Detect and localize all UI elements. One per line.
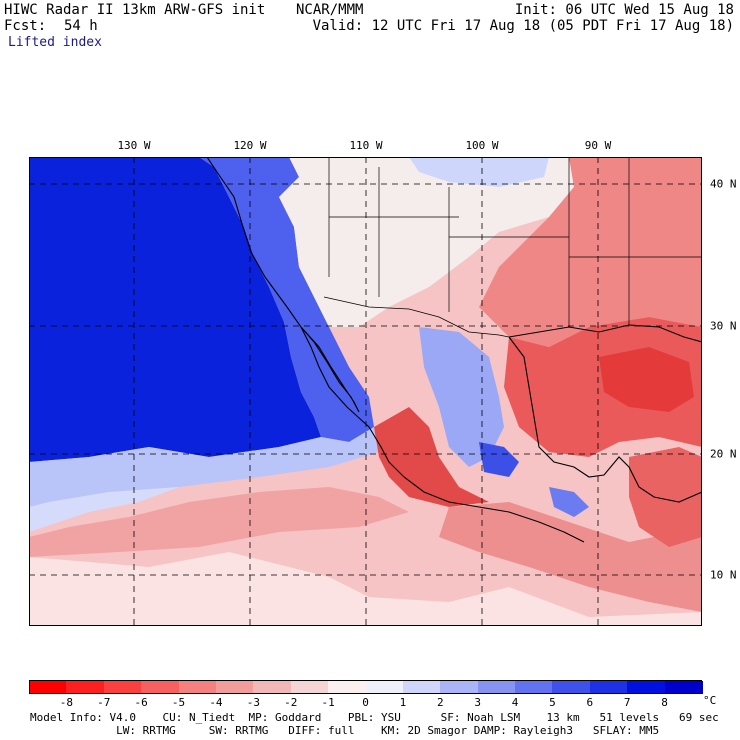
valid-time: Valid: 12 UTC Fri 17 Aug 18 (05 PDT Fri … — [312, 18, 734, 34]
region-gulf-core — [599, 347, 694, 412]
colorbar-cell — [552, 681, 591, 694]
colorbar-cell — [477, 681, 516, 694]
colorbar-label: -5 — [171, 696, 186, 709]
lat-label-20n: 20 N — [710, 447, 737, 461]
lifted-index-map — [29, 157, 702, 626]
field-name: Lifted index — [8, 35, 102, 50]
model-info-line1: Model Info: V4.0 CU: N_Tiedt MP: Goddard… — [30, 711, 719, 724]
lat-label-10n: 10 N — [710, 568, 737, 582]
colorbar-label: 1 — [399, 696, 407, 709]
lat-lon-grid — [29, 157, 702, 626]
init-time: Init: 06 UTC Wed 15 Aug 18 — [514, 2, 734, 18]
forecast-hours: 54 h — [64, 18, 98, 34]
region-central-mexico-blue — [479, 442, 519, 477]
colorbar-label: 4 — [511, 696, 519, 709]
colorbar-cell — [253, 681, 292, 694]
colorbar-label: 0 — [362, 696, 369, 709]
colorbar-label: -7 — [97, 696, 111, 709]
region-light-blue-west — [29, 427, 379, 507]
colorbar-label: -8 — [59, 696, 73, 709]
colorbar-label: -4 — [209, 696, 223, 709]
colorbar-label: -3 — [246, 696, 260, 709]
region-tropical-pacific-red — [29, 487, 409, 557]
political-borders — [323, 157, 702, 338]
colorbar-cell — [66, 681, 105, 694]
region-pacific-stable — [29, 157, 321, 462]
colorbar-label: 6 — [586, 696, 594, 709]
colorbar-label: 7 — [623, 696, 631, 709]
colorbar-cell — [29, 681, 67, 694]
region-us-light-blue — [409, 157, 549, 187]
coastline-baja — [300, 326, 360, 413]
forecast-label: Fcst: — [4, 18, 47, 34]
colorbar-cell — [103, 681, 142, 694]
border-us-mexico — [323, 296, 510, 338]
region-us-near-zero — [279, 157, 574, 327]
lon-label-120w: 120 W — [233, 139, 267, 152]
colorbar-cell — [178, 681, 217, 694]
lat-label-30n: 30 N — [710, 319, 737, 333]
region-coastal-blue — [199, 157, 374, 442]
region-caribbean-red — [629, 447, 702, 547]
lat-label-40n: 40 N — [710, 177, 737, 191]
colorbar-label: 8 — [661, 696, 668, 709]
colorbar-cell — [589, 681, 628, 694]
coastline-us-gulf — [508, 324, 702, 343]
region-near-zero-south — [29, 552, 702, 626]
region-central-america-blue — [549, 487, 589, 517]
colorbar-label: 3 — [474, 696, 481, 709]
colorbar-cell — [290, 681, 329, 694]
coastline-west — [206, 157, 585, 543]
region-west-mexico-unstable — [374, 407, 489, 507]
colorbar-cell — [365, 681, 404, 694]
region-south-red — [439, 502, 702, 612]
region-east-us-unstable — [479, 157, 702, 347]
colorbar-label: 2 — [436, 696, 444, 709]
colorbar-cell — [402, 681, 441, 694]
lon-label-110w: 110 W — [349, 139, 383, 152]
colorbar-label: 5 — [549, 696, 556, 709]
lon-label-130w: 130 W — [117, 139, 151, 152]
colorbar-label: -6 — [134, 696, 148, 709]
colorbar-label: -1 — [321, 696, 335, 709]
lon-label-100w: 100 W — [465, 139, 499, 152]
colorbar-unit: °C — [703, 694, 717, 707]
org-label: NCAR/MMM — [296, 2, 364, 18]
map-border — [29, 157, 702, 626]
colorbar-cell — [440, 681, 479, 694]
colorbar-label: -2 — [284, 696, 298, 709]
model-info-line2: LW: RRTMG SW: RRTMG DIFF: full KM: 2D Sm… — [30, 724, 660, 737]
colorbar-cell — [328, 681, 367, 694]
map-canvas — [29, 157, 702, 626]
region-light-blue-southwest — [29, 487, 179, 532]
colorbar-cell — [515, 681, 554, 694]
coastlines — [206, 157, 702, 543]
colorbar-cell — [627, 681, 666, 694]
model-title: HIWC Radar II 13km ARW-GFS init — [4, 2, 266, 18]
region-mexico-plateau-blue — [419, 327, 504, 467]
coastline-gulf — [508, 336, 702, 503]
lon-label-90w: 90 W — [584, 139, 612, 152]
colorbar-border — [29, 680, 702, 694]
colorbar-cell — [141, 681, 180, 694]
colorbar-cell — [215, 681, 254, 694]
colorbar-cell — [664, 681, 703, 694]
